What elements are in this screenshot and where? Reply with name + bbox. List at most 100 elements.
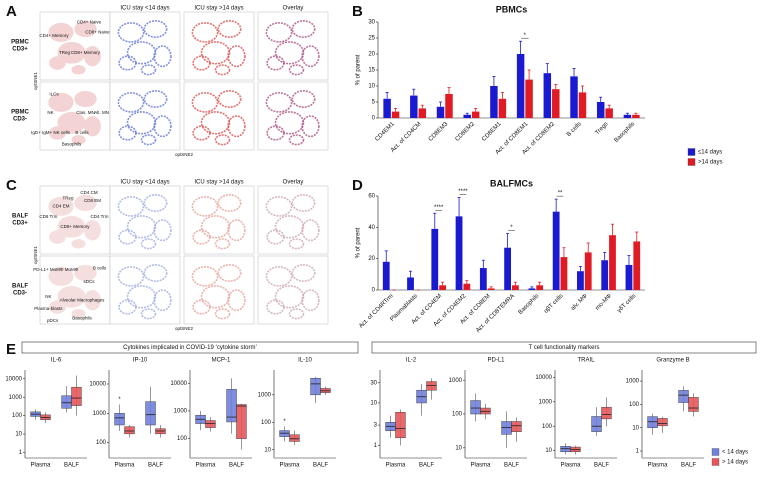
cluster-label: NK [45, 294, 51, 299]
bar [431, 228, 439, 290]
y-tick-label: 100 [261, 420, 272, 426]
y-tick-label: 1000 [626, 379, 640, 385]
bar [479, 268, 487, 290]
y-tick-label: 10000 [5, 376, 22, 382]
y-tick-label: 1 [636, 449, 640, 455]
bar [633, 241, 641, 290]
tsne-cluster [288, 308, 305, 320]
tsne-cluster [301, 219, 320, 242]
tsne-cluster [126, 111, 157, 135]
panel-label: B [352, 3, 363, 20]
bar [570, 76, 578, 118]
tsne-cluster [265, 22, 293, 43]
tsne-cluster [291, 194, 316, 212]
tsne-cluster [49, 56, 66, 70]
y-tick-label: 100 [12, 413, 23, 419]
panel-label: D [352, 177, 363, 194]
cluster-label: ILCs [49, 91, 59, 96]
tsne-cluster [265, 196, 293, 217]
tsne-cluster [191, 196, 219, 217]
x-tick-label: Plasma [385, 463, 406, 469]
tsne-cluster [143, 194, 168, 212]
tsne-cluster [153, 115, 172, 138]
y-tick-label: 20 [368, 52, 375, 58]
y-tick-label: 1000 [93, 411, 107, 417]
legend-swatch [711, 458, 720, 466]
tsne-map [183, 11, 255, 81]
tsne-cluster [217, 20, 242, 38]
cluster-label: TReg [59, 50, 71, 55]
cluster-label: TReg [62, 195, 74, 200]
tsne-cluster [140, 308, 157, 320]
box [205, 420, 216, 428]
tsne-cluster [74, 90, 97, 108]
bar [552, 89, 560, 118]
cluster-label: B cells [75, 130, 89, 135]
box [601, 406, 612, 420]
tsne-cluster [217, 90, 242, 108]
bar [439, 285, 446, 290]
legend-label: > 14 days [722, 460, 748, 466]
y-tick-label: 20 [368, 256, 375, 262]
x-tick-label: BALF [504, 463, 519, 469]
bar [391, 111, 400, 118]
tsne-cluster [266, 55, 285, 71]
y-tick-label: 1000 [258, 392, 272, 398]
tsne-map [109, 81, 181, 151]
chart-title: IL-10 [298, 358, 312, 364]
box [124, 426, 135, 435]
row-label: CD3+ [12, 47, 28, 53]
tsne-cluster [84, 290, 101, 311]
bar [498, 98, 507, 118]
x-tick-label: Plasma [560, 463, 581, 469]
tsne-cluster [117, 266, 145, 287]
tsne-cluster [57, 41, 86, 64]
cluster-label: CD4 CM [80, 190, 98, 195]
bar [463, 114, 471, 118]
y-tick-label: 1000 [174, 409, 188, 415]
y-tick-label: 10 [264, 447, 271, 453]
panel-label: C [6, 177, 17, 194]
cluster-label: PD-L1+ MoMΦ [33, 267, 64, 272]
tsne-cluster [140, 64, 157, 76]
tsne-cluster [118, 229, 137, 245]
box [688, 397, 699, 412]
cluster-label: CD8 Trm [39, 214, 57, 219]
y-tick-label: 100 [96, 440, 107, 446]
row-label: CD3- [13, 117, 27, 123]
bar [632, 114, 640, 118]
chart-title: IL-2 [406, 358, 417, 364]
tsne-cluster [74, 194, 97, 212]
tsne-cluster [48, 22, 74, 42]
bar [445, 94, 453, 118]
tsne-cluster [274, 215, 305, 239]
y-axis-label: % of parent [356, 54, 362, 85]
column-header: ICU stay >14 days [194, 180, 243, 186]
bar [525, 79, 533, 118]
tsne-cluster [74, 264, 97, 282]
bar [471, 111, 480, 118]
bar [543, 73, 552, 118]
tsne-cluster [140, 238, 157, 250]
cluster-label: Clas. MN [76, 110, 95, 115]
bar [463, 283, 471, 290]
axis-label: optSNE1 [33, 245, 38, 264]
panel-label: A [6, 3, 17, 20]
tsne-cluster [84, 220, 101, 241]
box [591, 416, 602, 432]
bar [578, 92, 587, 118]
cluster-label: CD4+ Memory [39, 33, 69, 38]
bar [407, 277, 414, 290]
y-tick-label: 100 [177, 436, 188, 442]
column-header: ICU stay >14 days [194, 6, 243, 12]
cluster-label: MoMΦ [65, 267, 79, 272]
cluster-label: B cells [93, 265, 107, 270]
tsne-cluster [266, 125, 285, 141]
tsne-map [183, 255, 255, 325]
chart-title: TRAIL [577, 358, 595, 364]
tsne-cluster [291, 20, 316, 38]
tsne-cluster [117, 92, 145, 113]
tsne-map [183, 185, 255, 255]
bar [625, 264, 633, 290]
tsne-cluster [227, 219, 246, 242]
